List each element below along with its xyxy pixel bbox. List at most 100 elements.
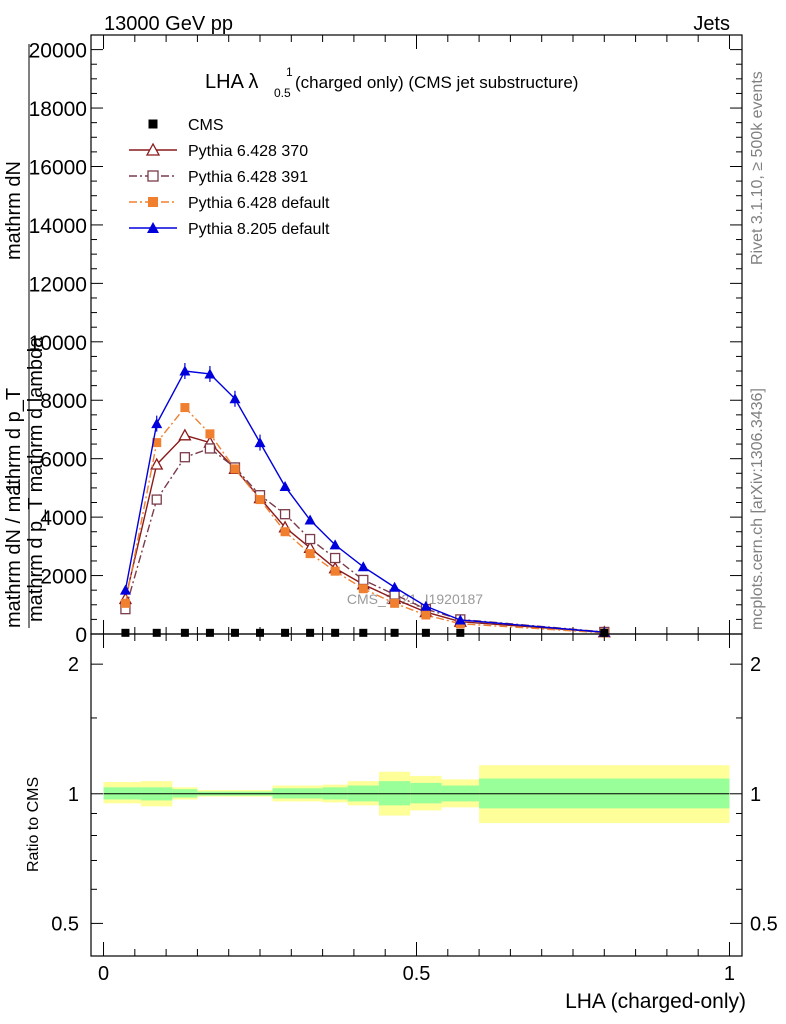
data-point (280, 527, 290, 537)
legend-marker (147, 170, 159, 182)
data-point (279, 509, 291, 520)
ratio-y-axis: 0.5 0.5 1 1 2 2 (51, 654, 778, 935)
main-y-tick-label: 16000 (29, 156, 87, 179)
legend-label: Pythia 6.428 370 (188, 143, 308, 160)
ratio-y-tick-label-right: 0.5 (750, 913, 778, 935)
data-point (330, 566, 340, 576)
main-y-tick-label: 2000 (40, 566, 87, 589)
data-point (152, 438, 162, 448)
series-line (124, 447, 605, 633)
data-point (205, 628, 214, 637)
legend-marker (148, 119, 158, 129)
data-point (230, 628, 239, 637)
main-y-tick-label: 8000 (40, 390, 87, 413)
ratio-inner-band (378, 781, 411, 806)
data-point (254, 437, 266, 448)
data-point (304, 514, 316, 525)
title-superscript: 1 (286, 65, 293, 79)
ratio-y-label: Ratio to CMS (25, 777, 42, 872)
data-point (151, 418, 163, 429)
ratio-x-tick-label: 0 (98, 963, 109, 985)
header-energy-label: 13000 GeV pp (104, 13, 233, 35)
ratio-y-tick-label-right: 2 (750, 654, 761, 676)
ylabel-denominator: mathrm dN / mathrm d p_T (3, 388, 25, 628)
ratio-x-tick-label: 1 (724, 963, 735, 985)
title-main: LHA λ (205, 71, 258, 93)
ratio-y-tick-label-right: 1 (750, 784, 761, 806)
data-point (420, 600, 432, 611)
main-y-tick-label: 20000 (29, 40, 87, 63)
main-y-tick-label: 4000 (40, 507, 87, 530)
main-y-tick-label: 6000 (40, 449, 87, 472)
data-point (230, 464, 240, 474)
main-y-tick-label: 18000 (29, 98, 87, 121)
header-process-label: Jets (693, 13, 730, 35)
title-rest: (charged only) (CMS jet substructure) (295, 73, 578, 92)
legend-item: Pythia 8.205 default (129, 221, 330, 238)
data-point (454, 614, 466, 625)
data-point (121, 628, 130, 637)
data-point (255, 495, 265, 505)
main-y-tick-label: 0 (75, 624, 87, 647)
data-point (329, 552, 341, 564)
data-point (256, 628, 265, 637)
legend-label: CMS (188, 117, 224, 134)
data-point (390, 628, 399, 637)
legend-label: Pythia 6.428 default (188, 195, 330, 212)
data-point (229, 393, 241, 404)
rivet-version-label: Rivet 3.1.10, ≥ 500k events (749, 71, 766, 265)
data-point (204, 443, 216, 454)
series-line (124, 370, 605, 633)
legend-label: Pythia 8.205 default (188, 221, 330, 238)
data-point (151, 494, 162, 505)
legend-marker (147, 222, 159, 233)
main-y-tick-label: 12000 (29, 273, 87, 296)
mcplots-label: mcplots.cern.ch [arXiv:1306.3436] (749, 388, 766, 630)
main-y-axis: 0 2000 4000 6000 8000 10000 12000 14000 16000 180… (29, 40, 742, 647)
data-point (281, 628, 290, 637)
data-point (357, 561, 369, 572)
series-cms (121, 628, 609, 637)
data-point (456, 628, 465, 637)
ratio-y-tick-label: 1 (68, 784, 79, 806)
title-subscript: 0.5 (274, 86, 291, 100)
legend-item: Pythia 6.428 391 (129, 169, 308, 186)
legend-item: Pythia 6.428 370 (129, 142, 308, 160)
data-point (178, 428, 192, 441)
data-point (329, 539, 341, 550)
data-point (152, 628, 161, 637)
main-y-tick-label: 10000 (29, 332, 87, 355)
series-pythia-6-428-default (120, 403, 609, 638)
data-point (179, 452, 191, 463)
data-point (179, 365, 191, 376)
legend-item: Pythia 6.428 default (129, 195, 330, 212)
data-point (204, 368, 216, 379)
ylabel-numerator: 1 (3, 482, 25, 493)
main-y-tick-label: 14000 (29, 215, 87, 238)
ratio-x-tick-label: 0.5 (403, 963, 431, 985)
data-point (390, 598, 400, 608)
data-point (421, 628, 430, 637)
ratio-y-tick-label: 0.5 (51, 913, 79, 935)
ratio-x-axis: 0 0.5 1 (98, 634, 735, 985)
data-point (331, 628, 340, 637)
series-pythia-6-428-391 (120, 443, 610, 638)
data-point (180, 403, 190, 413)
data-point (279, 480, 291, 491)
ratio-inner-band (410, 782, 442, 804)
x-axis-label: LHA (charged-only) (565, 990, 746, 1013)
legend-item: CMS (148, 117, 224, 134)
data-point (421, 610, 431, 620)
series-pythia-8-205-default (119, 363, 610, 637)
legend-label: Pythia 6.428 391 (188, 169, 308, 186)
data-point (205, 429, 215, 439)
ylabel-mid: mathrm d p_T mathrm d lambda (25, 336, 47, 622)
data-point (600, 628, 609, 637)
legend: CMS Pythia 6.428 370 Pythia 6.428 391 Pythi… (129, 117, 330, 238)
data-point (389, 581, 401, 592)
data-point (304, 533, 316, 545)
data-point (180, 628, 189, 637)
data-point (358, 574, 369, 586)
ylabel-top: mathrm dN (3, 161, 25, 260)
